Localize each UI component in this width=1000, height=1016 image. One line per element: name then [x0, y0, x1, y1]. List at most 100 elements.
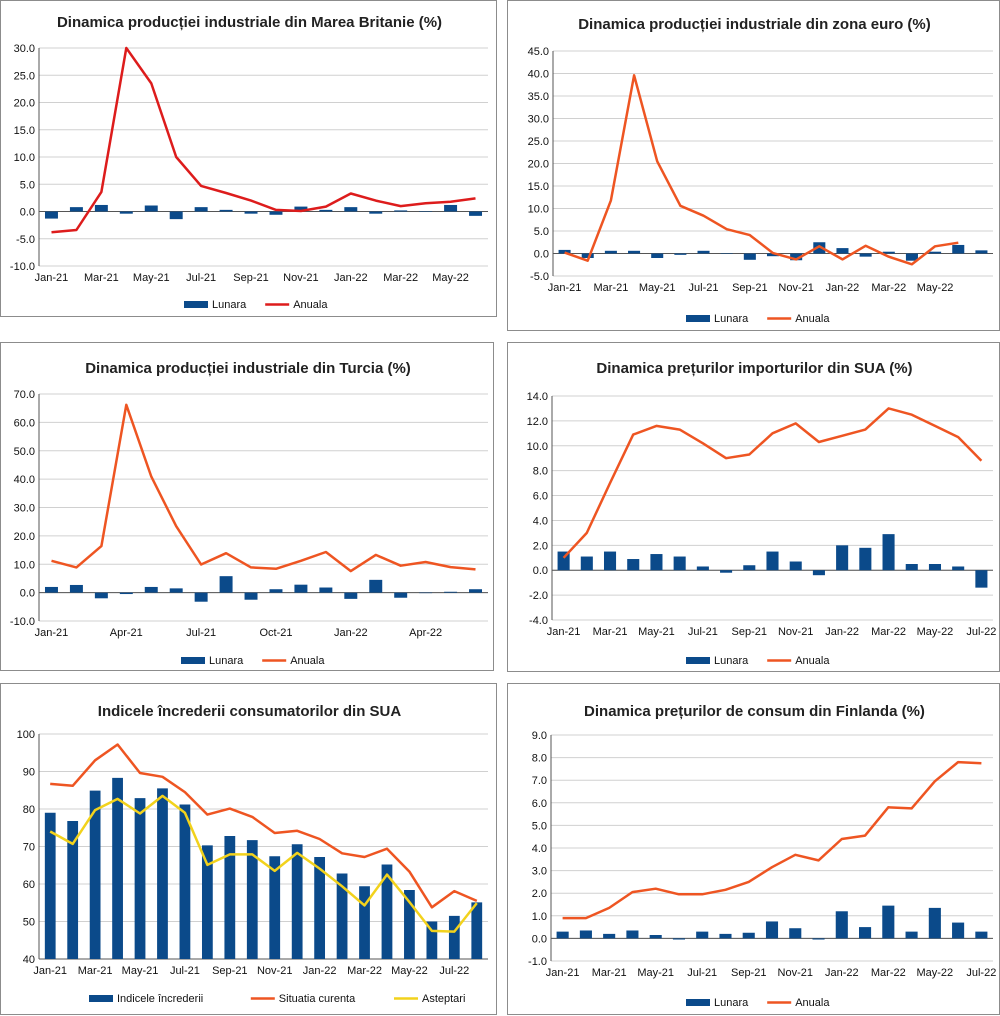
- y-tick-label: 30.0: [14, 43, 35, 55]
- y-tick-label: 100: [17, 729, 35, 741]
- y-tick-label: 20.0: [14, 98, 35, 110]
- y-tick-label: 3.0: [532, 866, 547, 878]
- bar: [696, 566, 709, 571]
- y-tick-label: 14.0: [527, 391, 548, 403]
- series-line: [51, 46, 476, 234]
- x-tick-label: Mar-21: [84, 272, 119, 284]
- bar: [44, 211, 58, 219]
- y-tick-label: 90: [23, 767, 35, 779]
- bar: [836, 248, 849, 254]
- x-tick-label: Mar-22: [871, 626, 906, 638]
- x-tick-label: May-21: [637, 967, 674, 979]
- chart-title: Dinamica producției industriale din zona…: [578, 16, 931, 33]
- y-tick-label: 0.0: [533, 565, 548, 577]
- y-tick-label: 20.0: [14, 531, 35, 543]
- y-tick-label: 10.0: [14, 559, 35, 571]
- legend-label: Lunara: [714, 997, 749, 1009]
- bar: [975, 570, 988, 588]
- bar: [444, 591, 458, 593]
- bar: [790, 253, 803, 261]
- bar: [720, 570, 733, 573]
- bar: [294, 206, 308, 212]
- bar: [94, 204, 108, 212]
- x-tick-label: May-21: [638, 626, 675, 638]
- bar: [194, 592, 208, 602]
- y-tick-label: 6.0: [533, 491, 548, 503]
- x-tick-label: Jan-21: [548, 282, 582, 294]
- bar: [952, 566, 965, 571]
- legend-label: Lunara: [212, 299, 247, 311]
- y-tick-label: -4.0: [529, 615, 548, 627]
- y-tick-label: 0.0: [532, 933, 547, 945]
- chart-finland-consumer-prices: Dinamica prețurilor de consum din Finlan…: [507, 683, 1000, 1015]
- y-tick-label: 40: [23, 954, 35, 966]
- x-tick-label: Jan-21: [35, 627, 69, 639]
- bar: [929, 251, 942, 254]
- y-tick-label: 6.0: [532, 798, 547, 810]
- x-tick-label: Sep-21: [212, 965, 247, 977]
- bar: [294, 584, 308, 593]
- x-tick-label: May-21: [133, 272, 170, 284]
- bar: [224, 836, 236, 959]
- bar: [859, 927, 872, 939]
- y-tick-label: 10.0: [528, 204, 549, 216]
- x-tick-label: Mar-21: [593, 626, 628, 638]
- legend-swatch: [686, 999, 710, 1006]
- chart-title: Dinamica prețurilor importurilor din SUA…: [596, 360, 912, 377]
- y-tick-label: 25.0: [14, 70, 35, 82]
- bar: [882, 905, 895, 939]
- x-tick-label: Nov-21: [257, 965, 292, 977]
- bar: [469, 211, 483, 216]
- bar: [319, 209, 333, 212]
- x-tick-label: Mar-22: [871, 282, 906, 294]
- y-tick-label: 30.0: [14, 503, 35, 515]
- bar: [194, 207, 208, 212]
- legend-label: Asteptari: [422, 993, 465, 1005]
- bar: [836, 545, 849, 571]
- bar: [448, 915, 460, 959]
- y-tick-label: 60: [23, 879, 35, 891]
- legend-label: Indicele încrederii: [117, 993, 203, 1005]
- y-tick-label: 1.0: [532, 911, 547, 923]
- y-tick-label: 50: [23, 917, 35, 929]
- x-tick-label: Mar-21: [78, 965, 113, 977]
- bar: [246, 840, 258, 959]
- y-tick-label: 60.0: [14, 417, 35, 429]
- legend-label: Anuala: [795, 997, 830, 1009]
- y-tick-label: 9.0: [532, 730, 547, 742]
- x-tick-label: Sep-21: [233, 272, 268, 284]
- bar: [627, 559, 640, 571]
- bar: [201, 845, 213, 959]
- y-tick-label: 5.0: [532, 820, 547, 832]
- legend-label: Lunara: [714, 655, 749, 667]
- x-tick-label: Jul-21: [688, 626, 718, 638]
- bar: [928, 907, 941, 939]
- x-tick-label: Jan-22: [303, 965, 337, 977]
- series-line: [564, 74, 959, 266]
- chart-svg: Dinamica producției industriale din Turc…: [10, 360, 488, 667]
- bar: [674, 253, 687, 255]
- x-tick-label: Jan-21: [33, 965, 67, 977]
- bar: [558, 249, 571, 254]
- bar: [743, 565, 756, 571]
- y-tick-label: 0.0: [20, 207, 35, 219]
- y-tick-label: 35.0: [528, 91, 549, 103]
- x-tick-label: Sep-21: [731, 967, 766, 979]
- bar: [134, 798, 146, 959]
- legend-swatch: [89, 995, 113, 1002]
- chart-svg: Dinamica prețurilor de consum din Finlan…: [528, 703, 996, 1009]
- y-tick-label: 0.0: [534, 249, 549, 261]
- y-tick-label: -5.0: [530, 271, 549, 283]
- y-tick-label: 5.0: [534, 226, 549, 238]
- bar: [789, 561, 802, 571]
- series-line: [49, 794, 478, 933]
- bar: [344, 592, 358, 599]
- bar: [882, 534, 895, 571]
- bar: [244, 592, 258, 600]
- bar: [269, 856, 281, 959]
- bar: [975, 931, 988, 939]
- bar: [269, 211, 283, 215]
- bar: [157, 788, 168, 959]
- chart-svg: Dinamica producției industriale din zona…: [528, 16, 993, 325]
- x-tick-label: Jul-22: [966, 626, 996, 638]
